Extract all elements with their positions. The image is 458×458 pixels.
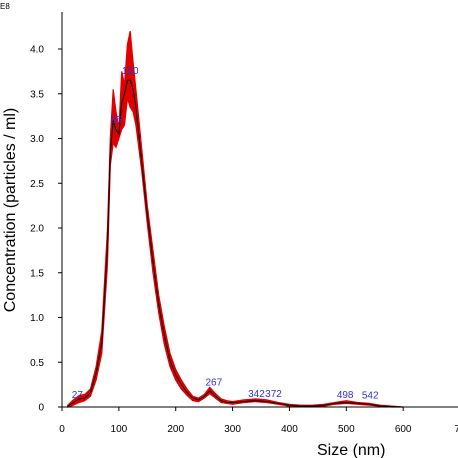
error-band — [67, 30, 404, 408]
peak-label: 542 — [362, 391, 379, 402]
y-tick-label: 3.5 — [30, 89, 44, 100]
y-ticks: 0 0.5 1.0 1.5 2.0 2.5 3.0 3.5 4.0 — [30, 45, 62, 414]
mean-line-layer — [67, 79, 404, 408]
y-tick-label: 0 — [38, 403, 44, 414]
y-tick-label: 0.5 — [30, 358, 44, 369]
x-tick-label: 600 — [395, 424, 412, 435]
x-tick-label: 100 — [111, 424, 128, 435]
peak-label: 498 — [337, 390, 354, 401]
peak-label: 372 — [265, 389, 282, 400]
y-tick-label: 1.0 — [30, 313, 44, 324]
peak-label: 342 — [248, 389, 265, 400]
x-tick-label: 300 — [224, 424, 241, 435]
y-tick-label: 2.5 — [30, 179, 44, 190]
y-tick-label: 3.0 — [30, 134, 44, 145]
x-tick-label: 70 — [454, 424, 458, 435]
y-tick-label: 1.5 — [30, 268, 44, 279]
mean-line — [67, 79, 404, 408]
y-tick-label: 4.0 — [30, 45, 44, 56]
y-exponent-label: E8 — [0, 2, 10, 11]
peak-label: 27 — [72, 390, 84, 401]
peak-label: 95 — [110, 115, 122, 126]
error-band-layer — [67, 30, 404, 408]
x-tick-label: 0 — [59, 424, 65, 435]
x-tick-label: 500 — [338, 424, 355, 435]
axes — [61, 12, 458, 408]
x-ticks: 0 100 200 300 400 500 600 70 — [59, 407, 458, 435]
peak-label: 120 — [122, 66, 139, 77]
peak-annotations: 27 95 120 267 342 372 498 542 — [72, 66, 379, 402]
x-tick-label: 400 — [281, 424, 298, 435]
x-axis-label: Size (nm) — [317, 442, 385, 458]
y-tick-label: 2.0 — [30, 224, 44, 235]
peak-label: 267 — [205, 377, 222, 388]
y-axis-label: Concentration (particles / ml) — [2, 108, 19, 313]
x-tick-label: 200 — [167, 424, 184, 435]
